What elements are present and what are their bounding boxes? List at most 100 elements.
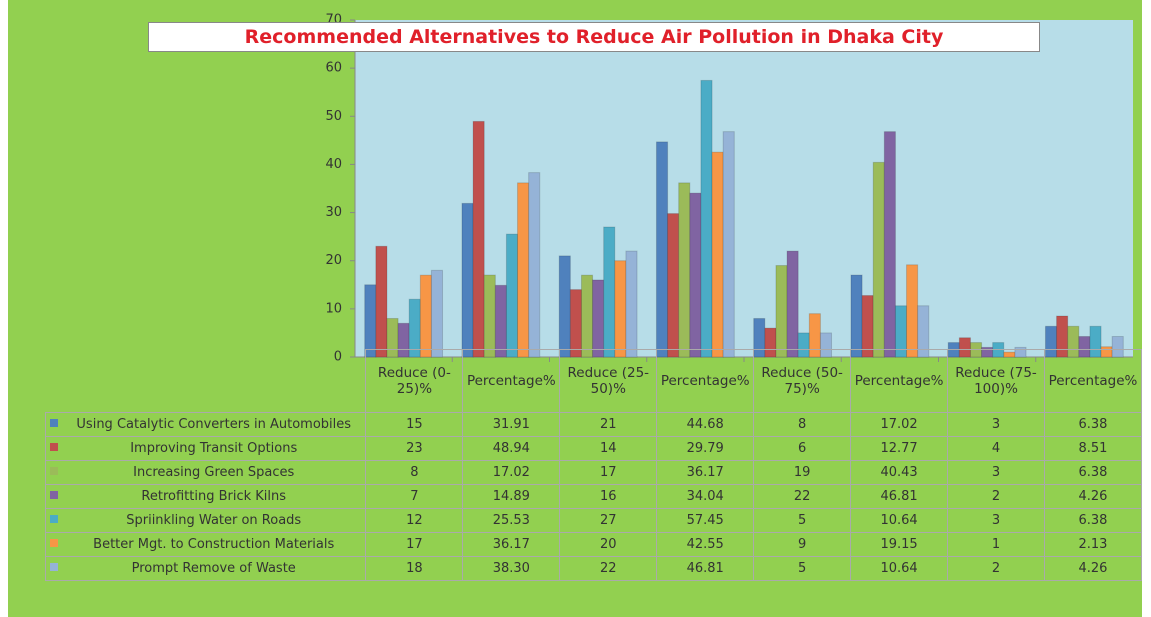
table-cell: 25.53 (462, 508, 561, 533)
table-cell: 48.94 (462, 436, 561, 461)
bar (461, 202, 474, 358)
table-cell: 44.68 (656, 412, 755, 437)
table-cell: 7 (365, 484, 464, 509)
table-cell: 8 (753, 412, 852, 437)
table-cell: 8.51 (1043, 436, 1142, 461)
legend-swatch (50, 419, 58, 427)
table-cell: 19.15 (850, 532, 949, 557)
legend-swatch (50, 515, 58, 523)
table-cell: 57.45 (656, 508, 755, 533)
table-cell: 17 (559, 460, 658, 485)
legend-label: Retrofitting Brick Kilns (141, 489, 287, 504)
data-table: Reduce (0-25)% Percentage% Reduce (25-50)%… (44, 349, 1142, 581)
legend-label: Prompt Remove of Waste (131, 561, 296, 576)
legend-label: Better Mgt. to Construction Materials (93, 537, 335, 552)
table-row: Better Mgt. to Construction Materials 17 3… (44, 532, 1142, 557)
x-tick-label: Reduce (25-50)% (559, 349, 658, 413)
bar (558, 255, 571, 358)
chart: 0 10 20 30 40 50 60 70 Recommended Alternatives… (8, 0, 1142, 617)
x-tick-label: Percentage% (1043, 349, 1142, 413)
bar (775, 265, 788, 358)
bar (592, 279, 605, 358)
bar (678, 182, 691, 358)
table-cell: 17.02 (462, 460, 561, 485)
y-tick-label: 30 (325, 205, 342, 220)
legend-entry: Prompt Remove of Waste (44, 556, 367, 581)
table-cell: 10.64 (850, 556, 949, 581)
legend-entry: Increasing Green Spaces (44, 460, 367, 485)
table-cell: 40.43 (850, 460, 949, 485)
table-cell: 29.79 (656, 436, 755, 461)
legend-entry: Improving Transit Options (44, 436, 367, 461)
y-tick-label: 60 (325, 61, 342, 76)
table-cell: 46.81 (850, 484, 949, 509)
chart-title: Recommended Alternatives to Reduce Air P… (148, 22, 1040, 52)
y-tick-label: 10 (325, 301, 342, 316)
bar (861, 295, 874, 358)
x-tick-label: Reduce (0-25)% (365, 349, 464, 413)
table-cell: 20 (559, 532, 658, 557)
x-tick-label: Percentage% (462, 349, 561, 413)
table-cell: 31.91 (462, 412, 561, 437)
table-cell: 4.26 (1043, 484, 1142, 509)
table-cell: 4.26 (1043, 556, 1142, 581)
table-cell: 19 (753, 460, 852, 485)
table-cell: 17.02 (850, 412, 949, 437)
x-tick-label: Reduce (75-100)% (947, 349, 1045, 413)
bar (850, 274, 863, 358)
bar (430, 269, 444, 358)
table-cell: 1 (947, 532, 1045, 557)
table-cell: 18 (365, 556, 464, 581)
legend-entry: Spriinkling Water on Roads (44, 508, 367, 533)
bar (528, 172, 541, 358)
bar (505, 233, 519, 358)
y-tick-label: 20 (325, 253, 342, 268)
table-cell: 22 (753, 484, 852, 509)
table-cell: 21 (559, 412, 658, 437)
table-cell: 36.17 (462, 532, 561, 557)
x-tick-label: Percentage% (850, 349, 949, 413)
table-cell: 14 (559, 436, 658, 461)
bar (494, 284, 507, 358)
legend-label: Improving Transit Options (130, 441, 298, 456)
legend-entry: Retrofitting Brick Kilns (44, 484, 367, 509)
y-tick-label: 0 (334, 350, 342, 365)
legend-swatch (50, 467, 58, 475)
bar (700, 79, 713, 358)
bar (614, 260, 627, 358)
table-row: Spriinkling Water on Roads 12 25.53 27 57.45… (44, 508, 1142, 533)
table-cell: 17 (365, 532, 464, 557)
bar (667, 213, 680, 358)
table-cell: 12 (365, 508, 464, 533)
legend-swatch (50, 539, 58, 547)
table-cell: 34.04 (656, 484, 755, 509)
bar (906, 264, 919, 358)
table-row: Increasing Green Spaces 8 17.02 17 36.17 19 40… (44, 460, 1142, 485)
bar (711, 151, 724, 358)
table-cell: 46.81 (656, 556, 755, 581)
table-row: Using Catalytic Converters in Automobile… (44, 412, 1142, 437)
table-row: Improving Transit Options 23 48.94 14 29.79 6… (44, 436, 1142, 461)
table-row: Prompt Remove of Waste 18 38.30 22 46.81 5 10.… (44, 556, 1142, 581)
table-cell: 36.17 (656, 460, 755, 485)
table-cell: 3 (947, 508, 1045, 533)
corner (46, 350, 366, 413)
bar (472, 120, 485, 358)
table-cell: 6.38 (1043, 412, 1142, 437)
y-tick-label: 50 (325, 109, 342, 124)
table-cell: 8 (365, 460, 464, 485)
table-cell: 6.38 (1043, 460, 1142, 485)
bar (419, 274, 432, 358)
bar (580, 274, 594, 358)
table-cell: 2.13 (1043, 532, 1142, 557)
table-cell: 10.64 (850, 508, 949, 533)
table-cell: 4 (947, 436, 1045, 461)
legend-entry: Better Mgt. to Construction Materials (44, 532, 367, 557)
table-cell: 12.77 (850, 436, 949, 461)
legend-swatch (50, 563, 58, 571)
header-row: Reduce (0-25)% Percentage% Reduce (25-50)%… (46, 349, 1142, 413)
table-cell: 3 (947, 460, 1045, 485)
bar (483, 274, 496, 358)
bar (722, 131, 735, 358)
table-cell: 9 (753, 532, 852, 557)
